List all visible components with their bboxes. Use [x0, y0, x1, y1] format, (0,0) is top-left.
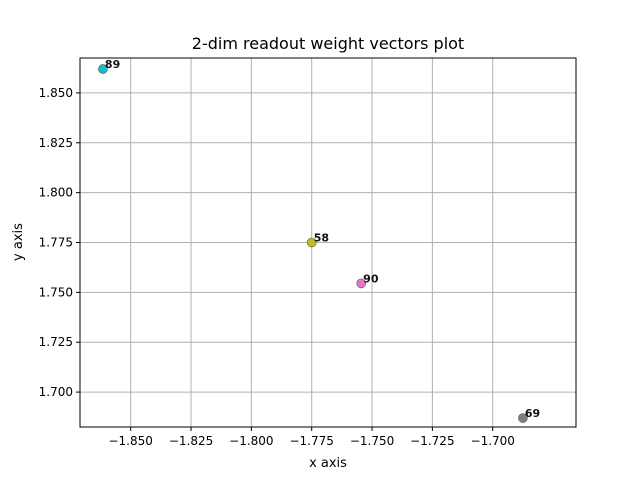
y-tick-label: 1.850: [39, 86, 73, 100]
point-label: 58: [314, 232, 329, 245]
point-label: 69: [525, 407, 540, 420]
data-point: [306, 237, 317, 248]
x-tick-label: −1.750: [350, 434, 394, 448]
x-tick-label: −1.800: [229, 434, 273, 448]
data-point: [356, 278, 366, 289]
data-point: [98, 64, 108, 74]
x-tick-label: −1.775: [289, 434, 333, 448]
x-axis-ticks: −1.850 −1.825 −1.800 −1.775 −1.750 −1.725 −1.7…: [108, 427, 515, 448]
x-tick-label: −1.700: [471, 434, 515, 448]
y-tick-label: 1.800: [39, 186, 73, 200]
point-annotations: 89 58 90 69: [105, 58, 540, 420]
grid: [80, 58, 576, 427]
y-tick-label: 1.750: [39, 285, 73, 299]
y-tick-label: 1.725: [39, 335, 73, 349]
data-points: [98, 64, 528, 423]
x-tick-label: −1.725: [410, 434, 454, 448]
y-axis-label: y axis: [11, 223, 26, 261]
y-tick-label: 1.825: [39, 136, 73, 150]
x-tick-label: −1.850: [108, 434, 152, 448]
y-tick-label: 1.775: [39, 236, 73, 250]
data-point: [518, 413, 528, 423]
plot-frame: [79, 57, 577, 428]
x-tick-label: −1.825: [169, 434, 213, 448]
point-label: 89: [105, 58, 120, 71]
x-axis-label: x axis: [309, 456, 347, 471]
y-axis-ticks: 1.700 1.725 1.750 1.775 1.800 1.825 1.850: [39, 86, 80, 399]
chart-title: 2-dim readout weight vectors plot: [192, 34, 464, 53]
point-label: 90: [363, 272, 379, 285]
y-tick-label: 1.700: [39, 385, 73, 399]
